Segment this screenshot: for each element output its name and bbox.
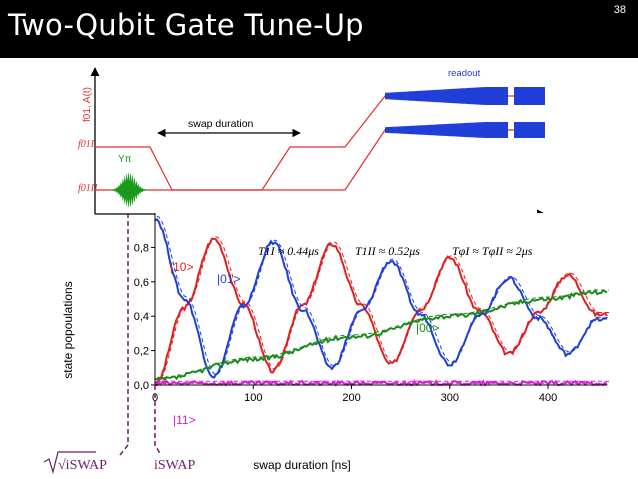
page-number: 38	[613, 4, 626, 16]
level-lower-label: f01II	[78, 183, 98, 194]
series-label-10: |10>	[170, 260, 193, 274]
x-axis-title: swap duration [ns]	[253, 458, 350, 472]
marker-label-sqrt-iswap: √iSWAP	[58, 458, 107, 473]
series-label-01: |01>	[217, 272, 240, 286]
annotation-t1-ii: T1II ≈ 0.52μs	[355, 244, 420, 258]
series-line-fit-dashed	[156, 215, 609, 375]
readout-burst	[385, 122, 508, 138]
marker-line-iswap	[154, 385, 162, 456]
readout-bursts	[385, 87, 545, 138]
y-tick-label: 0,8	[134, 242, 149, 254]
x-tick-label: 400	[539, 392, 557, 404]
annotation-tphi: TφI ≈ TφII ≈ 2μs	[452, 244, 533, 258]
y-tick-label: 0,0	[134, 380, 149, 392]
pulse-diagram: f01, A(t) f01I f01II Yπ swap duration re…	[78, 67, 546, 229]
x-tick-label: 100	[244, 392, 262, 404]
slide-title: Two-Qubit Gate Tune-Up	[8, 8, 364, 42]
annotation-t1-i: T1I ≈ 0.44μs	[258, 244, 319, 258]
readout-label: readout	[448, 68, 481, 79]
readout-burst	[514, 122, 545, 138]
marker-line-sqrt-iswap	[119, 213, 129, 456]
x-tick-label: 200	[342, 392, 360, 404]
plot-area	[155, 213, 607, 385]
readout-burst	[514, 87, 545, 105]
pulse-ylabel: f01, A(t)	[82, 87, 93, 122]
series-label-00: |00>	[416, 321, 439, 335]
y-axis-title: state popoulations	[61, 281, 75, 378]
sqrt-symbol	[43, 451, 96, 475]
readout-burst	[385, 87, 508, 105]
y-tick-label: 0,2	[134, 346, 149, 358]
series-line-fit-dashed	[157, 289, 609, 379]
series-line-measured	[154, 218, 608, 379]
markers-layer	[43, 213, 162, 475]
level-upper-label: f01I	[78, 139, 95, 150]
series-line-measured	[155, 237, 608, 386]
y-pi-pulse	[107, 172, 151, 208]
frequency-trace-upper	[95, 95, 545, 191]
frequency-trace-lower	[95, 129, 545, 191]
pulse-label: Yπ	[118, 154, 132, 165]
swap-duration-label: swap duration	[188, 118, 254, 130]
x-tick-label: 300	[441, 392, 459, 404]
series-line-measured	[154, 288, 608, 382]
series-label-11: |11>	[173, 413, 196, 427]
title-bar: Two-Qubit Gate Tune-Up 38	[0, 0, 638, 58]
y-tick-label: 0,4	[134, 311, 149, 323]
series-line-measured	[154, 379, 608, 387]
y-tick-label: 0,6	[134, 277, 149, 289]
series-layer	[154, 215, 609, 387]
marker-label-iswap: iSWAP	[154, 458, 195, 473]
